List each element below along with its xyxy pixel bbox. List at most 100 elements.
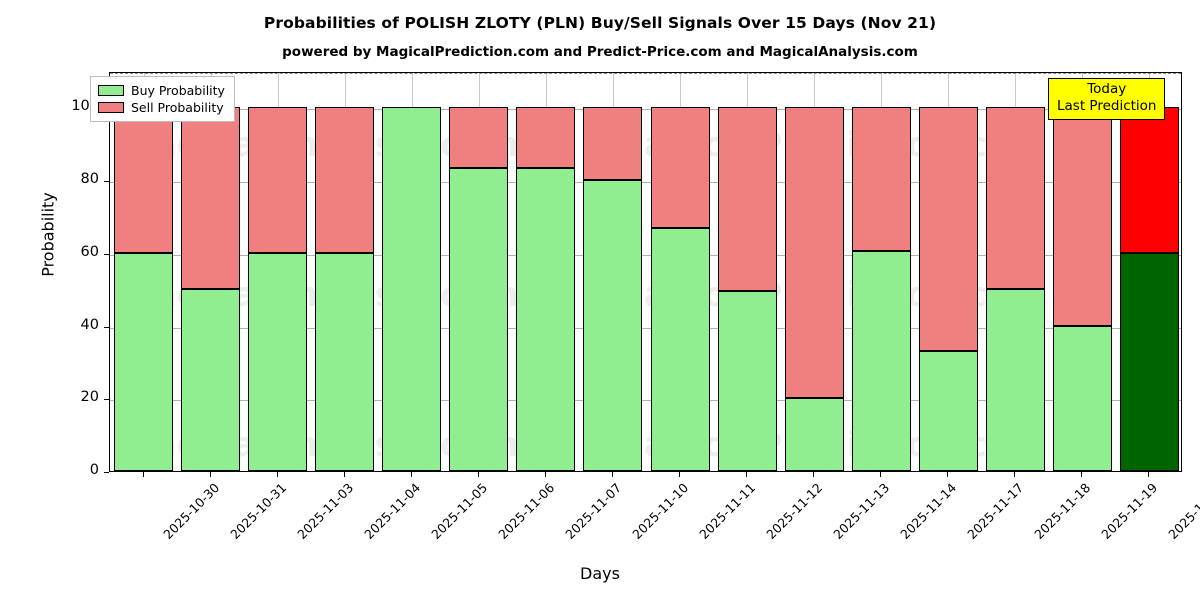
- legend-item-buy: Buy Probability: [98, 82, 225, 99]
- bar-group[interactable]: [717, 73, 777, 471]
- bar-group[interactable]: [650, 73, 710, 471]
- bar-segment-sell[interactable]: [851, 107, 911, 251]
- bar-segment-buy[interactable]: [650, 228, 710, 471]
- bar-segment-sell[interactable]: [784, 107, 844, 399]
- bar-group[interactable]: [985, 73, 1045, 471]
- bar-group[interactable]: [315, 73, 375, 471]
- bar-segment-buy[interactable]: [114, 252, 174, 471]
- bar-group[interactable]: [918, 73, 978, 471]
- today-annotation: Today Last Prediction: [1048, 78, 1166, 120]
- x-tick-label: 2025-11-03: [293, 480, 356, 542]
- bar-segment-buy[interactable]: [1119, 252, 1179, 471]
- bar-segment-sell[interactable]: [114, 107, 174, 253]
- bar-group[interactable]: [784, 73, 844, 471]
- bar-segment-sell[interactable]: [181, 107, 241, 290]
- y-tick-mark: [104, 326, 109, 328]
- y-gridline: [110, 182, 1181, 184]
- bar-segment-buy[interactable]: [583, 180, 643, 471]
- x-tick-label: 2025-11-12: [763, 480, 826, 542]
- y-tick-label: 20: [80, 389, 99, 406]
- x-tick-mark: [411, 472, 412, 477]
- bar-segment-sell[interactable]: [516, 107, 576, 169]
- y-gridline: [110, 109, 1181, 111]
- bar-segment-sell[interactable]: [315, 107, 375, 253]
- y-tick-label: 40: [80, 316, 99, 333]
- chart-title: Probabilities of POLISH ZLOTY (PLN) Buy/…: [263, 14, 937, 32]
- bar-segment-sell[interactable]: [650, 107, 710, 229]
- x-tick-label: 2025-11-10: [629, 480, 692, 542]
- x-tick-mark: [679, 472, 680, 477]
- bar-group[interactable]: [248, 73, 308, 471]
- bar-segment-sell[interactable]: [1052, 107, 1112, 326]
- bar-group[interactable]: [114, 73, 174, 471]
- x-tick-mark: [813, 472, 814, 477]
- reference-dashed-line: [110, 73, 1181, 74]
- x-tick-label: 2025-11-04: [360, 480, 423, 542]
- bar-segment-buy[interactable]: [181, 289, 241, 471]
- bar-segment-sell[interactable]: [918, 107, 978, 351]
- bar-segment-buy[interactable]: [516, 168, 576, 471]
- bar-segment-sell[interactable]: [583, 107, 643, 181]
- chart-subtitle: powered by MagicalPrediction.com and Pre…: [282, 44, 918, 60]
- x-tick-label: 2025-11-20: [1165, 480, 1200, 542]
- x-tick-mark: [1081, 472, 1082, 477]
- y-tick-mark: [104, 399, 109, 401]
- today-annotation-line2: Last Prediction: [1057, 98, 1157, 114]
- bar-segment-buy[interactable]: [851, 251, 911, 471]
- legend-label-buy: Buy Probability: [131, 83, 225, 98]
- bar-segment-buy[interactable]: [918, 351, 978, 471]
- y-tick-label: 60: [80, 243, 99, 260]
- bar-group[interactable]: [851, 73, 911, 471]
- bar-segment-buy[interactable]: [1052, 325, 1112, 471]
- x-axis-label: Days: [580, 564, 620, 583]
- bar-group[interactable]: [181, 73, 241, 471]
- bar-segment-sell[interactable]: [1119, 107, 1179, 253]
- y-tick-label: 80: [80, 171, 99, 188]
- bar-segment-buy[interactable]: [985, 289, 1045, 471]
- y-tick-mark: [104, 253, 109, 255]
- y-gridline: [110, 254, 1181, 256]
- y-tick-label: 0: [89, 462, 99, 478]
- x-tick-mark: [746, 472, 747, 477]
- legend-label-sell: Sell Probability: [131, 100, 224, 115]
- x-tick-mark: [612, 472, 613, 477]
- bar-group[interactable]: [583, 73, 643, 471]
- x-tick-label: 2025-11-11: [696, 480, 759, 542]
- x-tick-mark: [545, 472, 546, 477]
- x-tick-mark: [143, 472, 144, 477]
- x-tick-mark: [1148, 472, 1149, 477]
- bar-group[interactable]: [1119, 73, 1179, 471]
- bar-group[interactable]: [449, 73, 509, 471]
- today-annotation-line1: Today: [1087, 81, 1127, 97]
- bar-group[interactable]: [1052, 73, 1112, 471]
- bar-segment-buy[interactable]: [382, 107, 442, 471]
- x-tick-label: 2025-11-13: [830, 480, 893, 542]
- x-tick-label: 2025-11-19: [1098, 480, 1161, 542]
- x-tick-label: 2025-11-18: [1031, 480, 1094, 542]
- plot-area: MagicalAnalysis.com MagicalPrediction.co…: [109, 72, 1182, 472]
- bar-group[interactable]: [382, 73, 442, 471]
- x-tick-label: 2025-11-07: [562, 480, 625, 542]
- bar-segment-sell[interactable]: [449, 107, 509, 169]
- bar-segment-sell[interactable]: [248, 107, 308, 253]
- x-tick-label: 2025-11-05: [428, 480, 491, 542]
- bar-segment-sell[interactable]: [717, 107, 777, 291]
- bar-segment-buy[interactable]: [315, 252, 375, 471]
- y-tick-mark: [104, 181, 109, 183]
- x-tick-mark: [880, 472, 881, 477]
- x-tick-mark: [947, 472, 948, 477]
- bar-segment-buy[interactable]: [717, 291, 777, 471]
- x-tick-mark: [277, 472, 278, 477]
- x-tick-mark: [210, 472, 211, 477]
- bar-segment-buy[interactable]: [248, 252, 308, 471]
- legend-item-sell: Sell Probability: [98, 99, 225, 116]
- bar-segment-buy[interactable]: [449, 168, 509, 471]
- bar-group[interactable]: [516, 73, 576, 471]
- bar-segment-buy[interactable]: [784, 398, 844, 471]
- x-tick-mark: [1014, 472, 1015, 477]
- legend-swatch-buy-icon: [98, 85, 124, 96]
- x-tick-label: 2025-11-17: [964, 480, 1027, 542]
- x-tick-mark: [344, 472, 345, 477]
- bar-segment-sell[interactable]: [985, 107, 1045, 290]
